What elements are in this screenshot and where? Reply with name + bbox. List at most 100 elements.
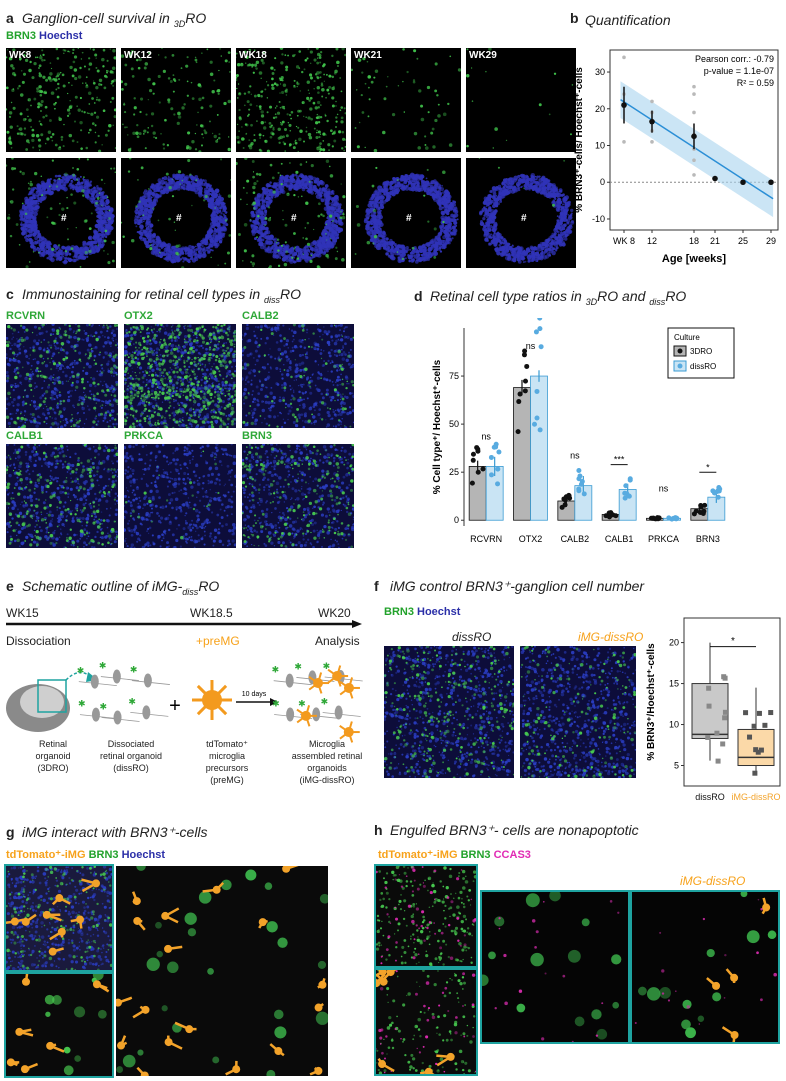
data-point — [768, 710, 774, 716]
legend-entry: dissRO — [690, 362, 716, 371]
significance-label: *** — [614, 455, 625, 465]
panel-h-letter: h — [374, 822, 383, 838]
chart-b: -10 0 10 20 30 WK 8 12 18 21 25 29 Pearson corr.: -… — [574, 49, 779, 265]
panel-a-stain-legend: BRN3 Hoechst — [6, 30, 83, 42]
legend-title: Culture — [674, 333, 700, 342]
caption-3: Microglia assembled retinal organoids (iMG-… — [282, 738, 372, 786]
marker-image-calb2 — [242, 324, 354, 428]
x-tick-label: 29 — [766, 236, 776, 246]
caption-line: tdTomato⁺ — [206, 739, 248, 749]
panel-f-title: iMG control BRN3⁺-ganglion cell number — [390, 578, 645, 594]
panel-a-title: Ganglion-cell survival in 3DRO — [22, 10, 207, 29]
data-point — [622, 490, 628, 496]
stage-dissociation: Dissociation — [6, 634, 71, 648]
data-point — [566, 493, 572, 499]
lumen-hash: # — [521, 213, 527, 224]
raw-point — [622, 55, 626, 60]
data-point — [752, 770, 758, 776]
marker-image-calb1 — [6, 444, 118, 548]
chart-f: dissRO iMG-dissRO * 5 10 15 20 % BRN3⁺/Hoechst⁺… — [646, 617, 781, 802]
f-diss-ro-image — [384, 646, 514, 778]
panel-g-stain-legend: tdTomato⁺-iMG BRN3 Hoechst — [6, 849, 166, 861]
panel-b-letter: b — [570, 10, 579, 26]
marker-label-calb2: CALB2 — [242, 310, 279, 322]
data-point — [559, 504, 565, 510]
data-point — [720, 741, 726, 747]
data-point — [537, 427, 543, 433]
data-point — [672, 515, 678, 521]
data-point — [622, 495, 628, 501]
mean-point — [649, 118, 655, 125]
data-point — [576, 467, 582, 473]
x-tick-label: CALB1 — [605, 534, 634, 544]
time-wk15: WK15 — [6, 606, 39, 620]
stage-analysis: Analysis — [315, 634, 360, 648]
lumen-hash: # — [406, 213, 412, 224]
fit-line — [620, 98, 774, 200]
raw-point — [692, 158, 696, 163]
data-point — [710, 488, 716, 494]
panel-a-letter: a — [6, 10, 14, 26]
y-axis-label: % BRN3⁺/Hoechst⁺-cells — [646, 643, 657, 761]
x-tick-label: CALB2 — [561, 534, 590, 544]
data-point — [701, 508, 707, 514]
caption-line: organoid — [35, 751, 71, 761]
panel-b-title: Quantification — [585, 12, 671, 28]
x-tick-label: dissRO — [695, 792, 725, 802]
caption-line: precursors — [205, 763, 249, 773]
y-tick-label: 50 — [449, 419, 459, 429]
raw-point — [692, 84, 696, 89]
panel-g-letter: g — [6, 824, 15, 840]
data-point — [758, 747, 764, 753]
caption-line: assembled retinal — [291, 751, 363, 761]
merged-image-wk29: # — [466, 158, 576, 268]
data-point — [516, 399, 522, 405]
data-point — [581, 491, 587, 497]
chart-d: ns RCVRN ns OTX2 ns CALB2 *** CALB1 ns PRKCA * BRN3… — [432, 318, 735, 544]
caption-line: Retinal — [38, 739, 67, 749]
data-point — [521, 352, 527, 358]
panel-g-title: iMG interact with BRN3⁺-cells — [22, 824, 208, 840]
brn3-image-wk29: WK29 — [466, 48, 576, 152]
data-point — [721, 674, 727, 680]
y-tick-label: -10 — [592, 214, 605, 224]
data-point — [654, 516, 660, 522]
data-point — [751, 723, 757, 729]
brn3-image-wk12-label: WK12 — [124, 50, 152, 61]
g-3d-render-image — [116, 866, 328, 1076]
legend-entry: 3DRO — [690, 347, 712, 356]
stat-annotation: R² = 0.59 — [737, 78, 774, 88]
y-tick-label: 15 — [669, 679, 679, 689]
data-point — [475, 446, 481, 452]
y-tick-label: 0 — [454, 515, 459, 525]
g-overview-image — [4, 864, 114, 972]
panel-c-letter: c — [6, 286, 14, 302]
caption-line: (iMG-dissRO) — [299, 775, 355, 785]
f-img1-label: dissRO — [452, 630, 492, 644]
data-point — [496, 449, 502, 455]
data-point — [705, 734, 711, 740]
panel-e-title: Schematic outline of iMG-dissRO — [22, 578, 220, 597]
brn3-image-wk12: WK12 — [121, 48, 231, 152]
panel-d-letter: d — [414, 288, 423, 304]
raw-point — [692, 92, 696, 96]
lumen-hash: # — [176, 213, 182, 224]
data-point — [722, 715, 728, 721]
mean-point — [691, 133, 697, 140]
data-point — [722, 709, 728, 715]
h-zoom-image-2 — [630, 890, 780, 1044]
data-point — [517, 391, 523, 397]
panel-h-stain-legend: tdTomato⁺-iMG BRN3 CCAS3 — [378, 849, 531, 861]
y-tick-label: 5 — [674, 761, 679, 771]
panel-f-stain-legend: BRN3 Hoechst — [384, 606, 461, 618]
data-point — [623, 483, 629, 489]
data-point — [693, 508, 699, 514]
g-zoom-image — [4, 972, 114, 1078]
h-zoom-image-1 — [480, 890, 630, 1044]
panel-h-title: Engulfed BRN3⁺- cells are nonapoptotic — [390, 822, 639, 838]
f-img2-label: iMG-dissRO — [578, 630, 644, 644]
mean-point — [712, 175, 718, 182]
caption-1: Dissociated retinal organoid (dissRO) — [92, 738, 170, 774]
y-tick-label: 20 — [595, 104, 605, 114]
data-point — [537, 318, 543, 321]
